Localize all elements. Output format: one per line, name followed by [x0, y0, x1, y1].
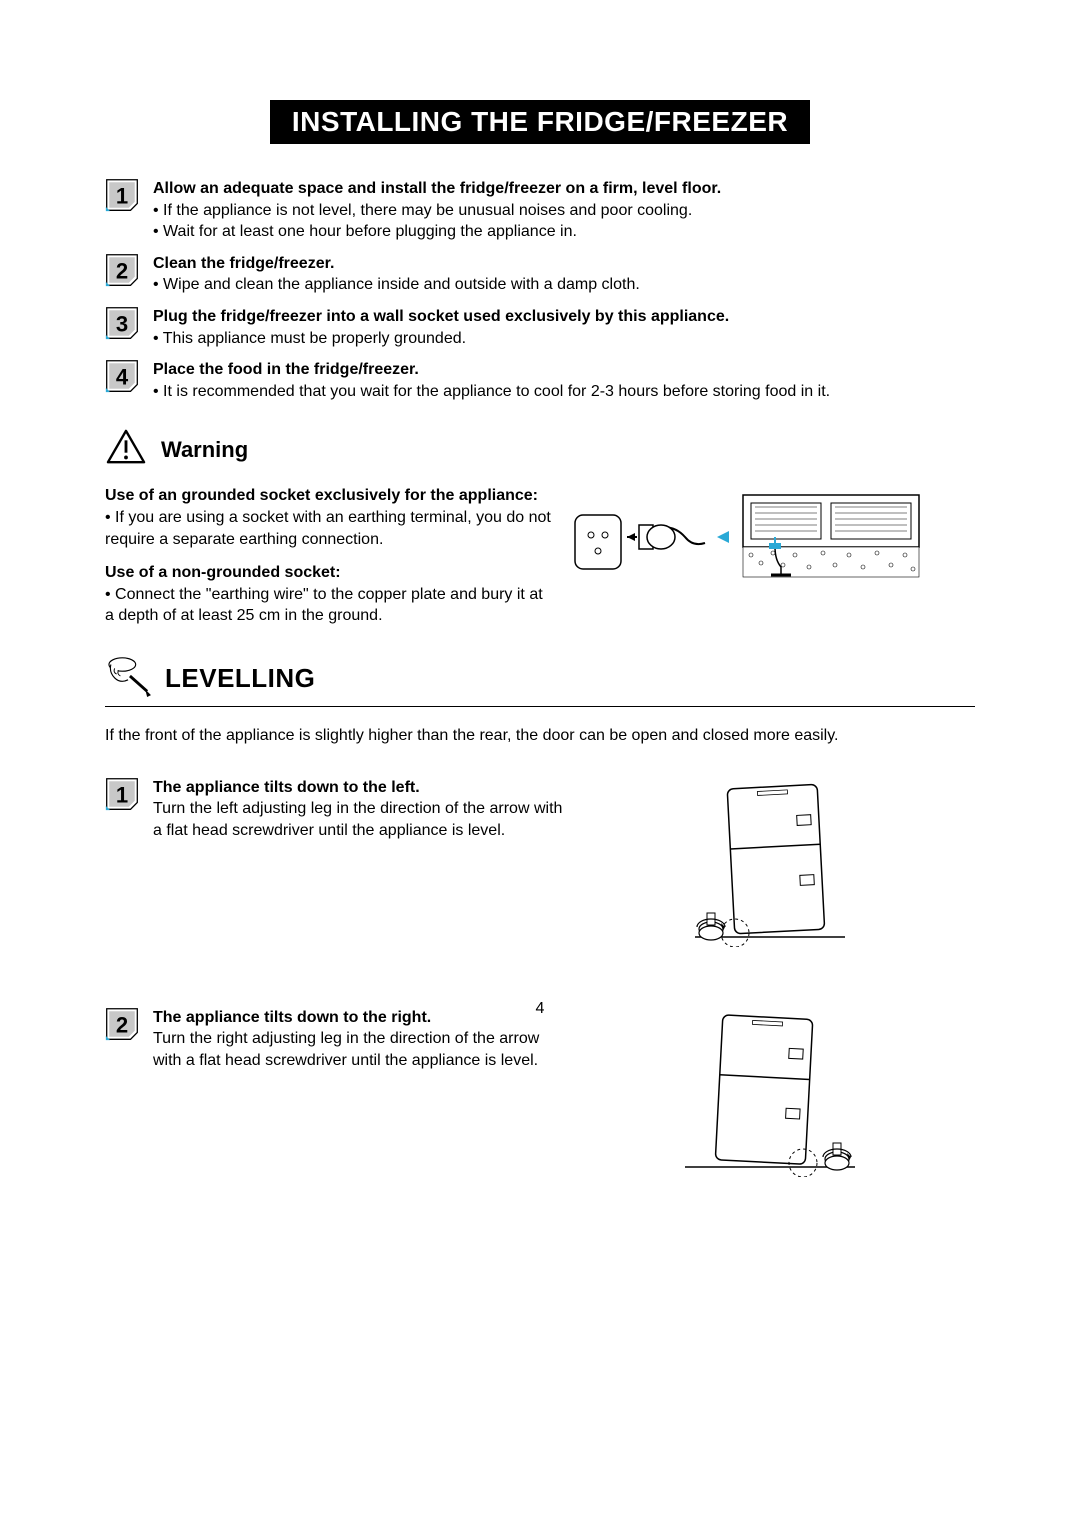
grounded-socket-text: • If you are using a socket with an eart… [105, 507, 555, 550]
grounded-socket-title: Use of an grounded socket exclusively fo… [105, 485, 555, 507]
bullet-text: Wait for at least one hour before pluggi… [163, 223, 577, 240]
step-heading: Place the food in the fridge/freezer. [153, 361, 419, 378]
step-body: Allow an adequate space and install the … [153, 178, 975, 243]
bullet-text: It is recommended that you wait for the … [163, 383, 830, 400]
step-text: Turn the left adjusting leg in the direc… [153, 800, 562, 839]
step-bullet: • This appliance must be properly ground… [153, 330, 466, 347]
page-title: INSTALLING THE FRIDGE/FREEZER [270, 100, 810, 144]
fridge-tilt-left-diagram [565, 777, 975, 947]
warning-triangle-icon [105, 428, 161, 471]
levelling-step-2: 2 The appliance tilts down to the right.… [105, 1007, 975, 1177]
step-heading: Clean the fridge/freezer. [153, 255, 334, 272]
step-bullet: • Wait for at least one hour before plug… [153, 223, 577, 240]
step-heading: The appliance tilts down to the right. [153, 1009, 431, 1026]
svg-text:3: 3 [116, 311, 128, 336]
step-number-icon: 2 [105, 253, 139, 287]
svg-text:2: 2 [116, 1012, 128, 1037]
install-step-3: 3 Plug the fridge/freezer into a wall so… [105, 306, 975, 349]
nongrounded-socket-title: Use of a non-grounded socket: [105, 562, 555, 584]
svg-text:1: 1 [116, 184, 128, 209]
step-body: Clean the fridge/freezer. • Wipe and cle… [153, 253, 975, 296]
levelling-text: 1 The appliance tilts down to the left. … [105, 777, 565, 947]
svg-text:1: 1 [116, 782, 128, 807]
step-heading: The appliance tilts down to the left. [153, 779, 420, 796]
step-number-icon: 2 [105, 1007, 139, 1041]
socket-ground-diagram [555, 485, 975, 627]
install-step-1: 1 Allow an adequate space and install th… [105, 178, 975, 243]
screwdriver-hand-icon [105, 655, 165, 702]
step-body: The appliance tilts down to the left. Tu… [153, 777, 565, 842]
levelling-step-1: 1 The appliance tilts down to the left. … [105, 777, 975, 947]
text-span: Connect the "earthing wire" to the coppe… [105, 586, 543, 625]
step-heading: Allow an adequate space and install the … [153, 180, 721, 197]
step-number-icon: 4 [105, 359, 139, 393]
levelling-heading: LEVELLING [105, 655, 975, 707]
levelling-intro: If the front of the appliance is slightl… [105, 725, 975, 747]
warning-text-block: Use of an grounded socket exclusively fo… [105, 485, 555, 627]
step-bullet: • Wipe and clean the appliance inside an… [153, 276, 640, 293]
step-heading: Plug the fridge/freezer into a wall sock… [153, 308, 729, 325]
step-number-icon: 3 [105, 306, 139, 340]
warning-heading: Warning [105, 428, 975, 471]
step-body: Place the food in the fridge/freezer. • … [153, 359, 975, 402]
step-body: The appliance tilts down to the right. T… [153, 1007, 565, 1072]
levelling-title: LEVELLING [165, 663, 315, 694]
bullet-text: This appliance must be properly grounded… [163, 330, 466, 347]
nongrounded-socket-text: • Connect the "earthing wire" to the cop… [105, 584, 555, 627]
step-number-icon: 1 [105, 178, 139, 212]
text-span: If you are using a socket with an earthi… [105, 509, 551, 548]
bullet-text: If the appliance is not level, there may… [163, 202, 692, 219]
step-number-icon: 1 [105, 777, 139, 811]
title-bar-wrap: INSTALLING THE FRIDGE/FREEZER [105, 100, 975, 168]
warning-content-row: Use of an grounded socket exclusively fo… [105, 485, 975, 627]
svg-text:2: 2 [116, 258, 128, 283]
levelling-text: 2 The appliance tilts down to the right.… [105, 1007, 565, 1177]
install-step-2: 2 Clean the fridge/freezer. • Wipe and c… [105, 253, 975, 296]
fridge-tilt-right-diagram [565, 1007, 975, 1177]
step-text: Turn the right adjusting leg in the dire… [153, 1030, 539, 1069]
page-number: 4 [536, 1000, 545, 1018]
step-bullet: • It is recommended that you wait for th… [153, 383, 830, 400]
warning-title: Warning [161, 437, 248, 463]
svg-text:4: 4 [116, 365, 129, 390]
install-step-4: 4 Place the food in the fridge/freezer. … [105, 359, 975, 402]
step-bullet: • If the appliance is not level, there m… [153, 202, 692, 219]
step-body: Plug the fridge/freezer into a wall sock… [153, 306, 975, 349]
bullet-text: Wipe and clean the appliance inside and … [163, 276, 640, 293]
